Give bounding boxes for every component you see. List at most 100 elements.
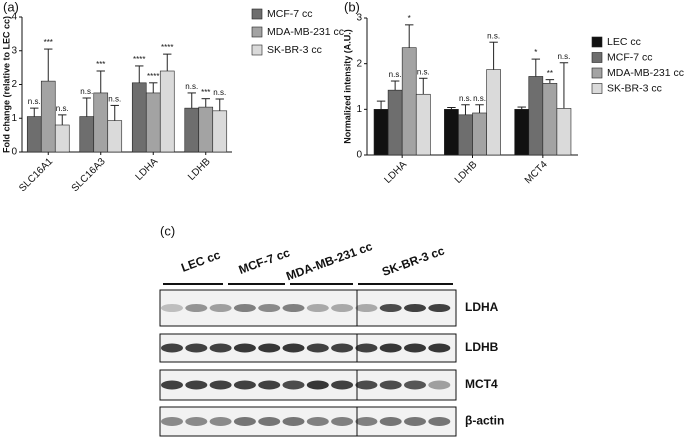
y-tick-label: 3 [356,13,362,24]
band [209,343,232,353]
band [355,304,378,312]
legend-swatch [591,52,603,63]
band [379,343,402,353]
y-tick-label: 0 [356,150,362,161]
band [185,304,208,312]
band [161,343,183,353]
bar [415,93,431,156]
band [258,343,281,353]
band [355,380,378,390]
y-tick-label: 1 [356,104,362,115]
band [233,343,256,353]
band [258,304,281,312]
band [233,417,256,426]
significance-label: n.s. [213,88,226,97]
bar [556,108,572,156]
bar [26,116,42,153]
legend-swatch [591,67,603,79]
band [161,380,183,390]
y-tick-label: 1 [11,113,17,124]
y-tick-label: 4 [11,12,17,23]
band [379,417,402,426]
significance-label: **** [161,43,173,52]
legend-swatch [251,8,263,20]
bar [387,89,403,156]
protein-label: MCT4 [465,377,498,391]
bar [458,114,473,156]
band [306,417,329,426]
bar [159,70,175,153]
band [428,417,451,426]
legend-label: MDA-MB-231 cc [607,67,684,79]
bar [514,109,530,156]
band [185,380,208,390]
legend-label: MDA-MB-231 cc [267,26,344,38]
significance-label: n.s. [108,95,121,104]
legend-swatch [591,36,603,48]
significance-label: * [534,48,537,57]
y-tick-label: 3 [11,45,17,56]
band [404,343,426,353]
band [209,304,232,312]
legend-swatch [591,83,603,94]
panel-label: (c) [160,223,175,238]
protein-label: LDHB [465,340,499,354]
legend-label: MCF-7 cc [607,51,653,63]
band [306,343,329,353]
bar [528,76,544,156]
legend-label: SK-BR-3 cc [607,82,662,94]
y-tick-label: 2 [356,58,362,69]
band [209,417,232,426]
bar [93,92,109,153]
significance-label: **** [133,55,145,64]
bar [444,109,459,156]
protein-label: LDHA [465,300,499,314]
band [379,380,402,390]
bar [54,124,70,153]
significance-label: * [408,14,411,23]
significance-label: n.s. [473,94,486,103]
band [185,343,208,353]
legend-label: LEC cc [607,36,641,48]
bar [486,69,501,156]
band [404,417,426,426]
bar [184,107,200,153]
bar [542,83,558,156]
lane-group-label: SK-BR-3 cc [380,243,447,279]
bar [198,106,214,153]
bar [472,112,487,156]
x-tick-label: LDHA [134,156,161,183]
lane-group-label: MDA-MB-231 cc [284,239,374,283]
x-tick-label: LDHB [453,159,480,186]
band [185,417,208,426]
significance-label: n.s. [459,94,472,103]
significance-label: *** [96,60,105,69]
legend-label: MCF-7 cc [267,8,313,20]
legend-swatch [251,26,263,38]
significance-label: n.s. [417,67,430,76]
bar [401,47,417,156]
bar [212,110,228,153]
y-axis-label: Fold change (relative to LEC cc) [1,16,11,153]
bar [373,109,389,156]
y-tick-label: 2 [11,79,17,90]
lane-group-label: MCF-7 cc [237,245,292,277]
significance-label: **** [147,72,159,81]
legend-swatch [251,44,263,56]
bar [145,92,161,153]
band [331,417,354,426]
significance-label: n.s. [28,97,41,106]
band [161,417,183,426]
significance-label: n.s. [185,82,198,91]
band [161,304,183,312]
significance-label: *** [201,88,210,97]
band [379,304,402,312]
significance-label: n.s. [557,52,570,61]
significance-label: n.s. [389,70,402,79]
band [233,380,256,390]
band [355,417,378,426]
significance-label: ** [547,69,553,78]
band [355,343,378,353]
x-tick-label: SLC16A3 [70,156,108,194]
band [404,380,426,390]
